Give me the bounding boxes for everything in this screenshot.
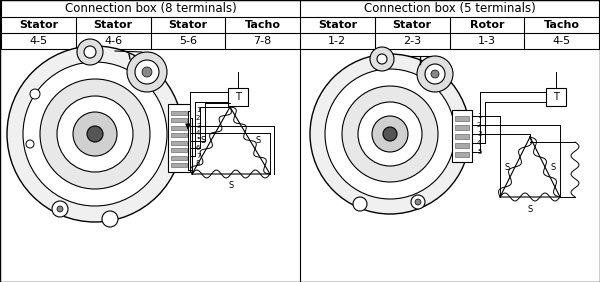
Circle shape [377,54,387,64]
Text: Tacho: Tacho [245,20,281,30]
Circle shape [57,96,133,172]
Bar [455,116,469,121]
Circle shape [325,69,455,199]
Bar [228,88,248,106]
Text: Tacho: Tacho [544,20,580,30]
Bar [455,134,469,139]
Text: 2: 2 [477,122,481,128]
Circle shape [102,211,118,227]
Circle shape [372,116,408,152]
Text: 4-5: 4-5 [553,36,571,46]
Text: 1: 1 [196,107,200,113]
Circle shape [84,46,96,58]
Text: 4-5: 4-5 [29,36,47,46]
Circle shape [342,86,438,182]
Text: S: S [229,182,233,191]
Circle shape [310,54,470,214]
Circle shape [77,39,103,65]
Circle shape [30,89,40,99]
Bar [546,88,566,106]
Text: 6: 6 [196,145,200,151]
Circle shape [135,60,159,84]
Text: 4-6: 4-6 [104,36,122,46]
Circle shape [142,67,152,77]
Circle shape [23,62,167,206]
Circle shape [57,206,63,212]
Text: 7-8: 7-8 [254,36,272,46]
Text: 3: 3 [196,122,200,129]
Bar [171,148,187,152]
Bar [171,155,187,160]
Text: 5: 5 [477,149,481,155]
Circle shape [358,102,422,166]
Text: Stator: Stator [318,20,357,30]
Text: Connection box (8 terminals): Connection box (8 terminals) [65,2,236,15]
Circle shape [26,140,34,148]
Bar [171,163,187,167]
Text: 5-6: 5-6 [179,36,197,46]
Text: S: S [256,136,260,145]
Text: S: S [550,162,556,171]
Text: Rotor: Rotor [470,20,504,30]
Circle shape [370,47,394,71]
Circle shape [411,195,425,209]
Bar [171,140,187,144]
Bar [171,125,187,129]
Bar [171,118,187,122]
Circle shape [7,46,183,222]
Text: Stator: Stator [392,20,431,30]
Circle shape [353,197,367,211]
Circle shape [52,201,68,217]
Text: S: S [527,204,533,213]
Bar [171,111,187,114]
Text: T: T [235,92,241,102]
Text: 1: 1 [477,113,482,119]
Text: 4: 4 [477,140,481,146]
Bar [455,143,469,148]
Circle shape [431,70,439,78]
Text: 1-2: 1-2 [328,36,346,46]
Circle shape [425,64,445,84]
Circle shape [383,127,397,141]
Text: 1-3: 1-3 [478,36,496,46]
Circle shape [40,79,150,189]
Circle shape [87,126,103,142]
Text: 2-3: 2-3 [403,36,421,46]
Text: Stator: Stator [169,20,208,30]
Text: Stator: Stator [19,20,58,30]
Bar [168,104,190,172]
Text: S: S [505,162,509,171]
Text: 3: 3 [477,131,482,137]
Circle shape [415,199,421,205]
Circle shape [417,56,453,92]
Bar [1,0,599,49]
Text: 8: 8 [196,160,200,166]
Bar [171,133,187,137]
Circle shape [127,52,167,92]
Text: Stator: Stator [94,20,133,30]
Text: 2: 2 [196,115,200,121]
Text: 4: 4 [196,130,200,136]
Text: 7: 7 [196,153,200,158]
Circle shape [73,112,117,156]
Bar [455,152,469,157]
Bar [452,110,472,162]
Text: 5: 5 [196,138,200,144]
Text: Connection box (5 terminals): Connection box (5 terminals) [364,2,535,15]
Text: S: S [200,136,206,145]
Bar [455,125,469,130]
Text: T: T [553,92,559,102]
